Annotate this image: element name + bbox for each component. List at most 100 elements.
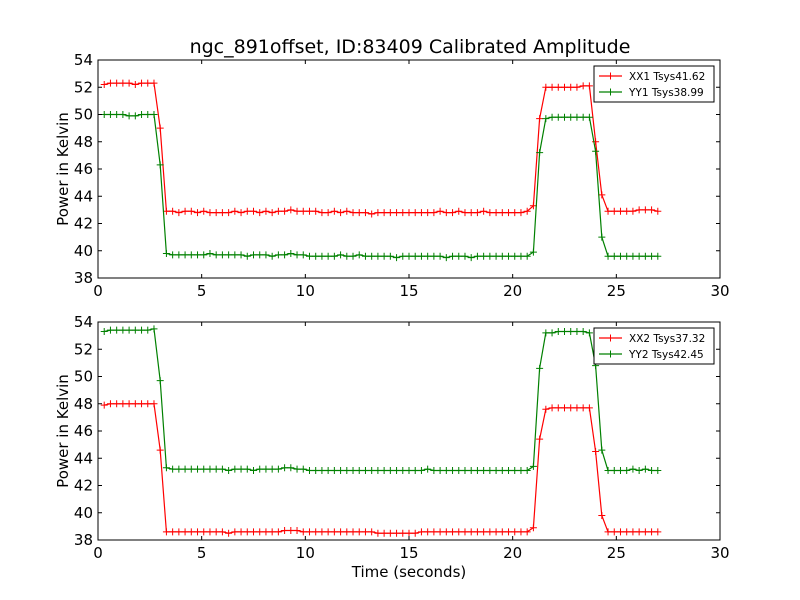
data-point-marker [480, 528, 488, 536]
y-axis-label: Power in Kelvin [54, 112, 72, 226]
data-point-marker [312, 467, 320, 475]
y-tick-label: 42 [74, 215, 93, 233]
data-point-marker [243, 528, 251, 536]
data-point-marker [592, 147, 600, 155]
data-point-marker [430, 252, 438, 260]
subplot-1: 0 5 10 15 20 25 30 38 40 42 44 46 48 50 52 54 Power in K… [54, 51, 730, 300]
data-point-marker [212, 209, 220, 217]
data-point-marker [436, 467, 444, 475]
data-point-marker [548, 83, 556, 91]
data-point-marker [393, 209, 401, 217]
data-point-marker [573, 404, 581, 412]
legend-swatch-marker [607, 334, 614, 342]
data-point-marker [467, 467, 475, 475]
data-point-marker [194, 251, 202, 259]
data-point-marker [567, 83, 575, 91]
data-point-marker [274, 465, 282, 473]
data-point-marker [262, 528, 270, 536]
data-point-marker [349, 252, 357, 260]
y-tick-label: 44 [74, 449, 93, 467]
data-point-marker [150, 79, 158, 87]
data-point-marker [318, 467, 326, 475]
data-point-marker [281, 207, 289, 215]
data-point-marker [256, 528, 264, 536]
data-point-marker [436, 252, 444, 260]
data-point-marker [324, 252, 332, 260]
data-point-marker [455, 252, 463, 260]
subplot-2: 0 5 10 15 20 25 30 38 40 42 44 46 48 50 52 54 Power in K… [54, 313, 730, 581]
data-point-marker [231, 465, 239, 473]
data-point-marker [125, 112, 133, 120]
data-point-marker [100, 401, 108, 409]
data-point-marker [536, 115, 544, 123]
data-point-marker [498, 528, 506, 536]
data-point-marker [231, 207, 239, 215]
data-point-marker [616, 467, 624, 475]
data-point-marker [169, 465, 177, 473]
data-point-marker [436, 528, 444, 536]
data-point-marker [237, 251, 245, 259]
data-point-marker [393, 254, 401, 262]
data-point-marker [343, 252, 351, 260]
data-point-marker [187, 465, 195, 473]
data-point-marker [106, 326, 114, 334]
data-point-marker [399, 467, 407, 475]
y-tick-label: 42 [74, 477, 93, 495]
data-point-marker [449, 252, 457, 260]
data-point-marker [517, 209, 525, 217]
data-point-marker [318, 209, 326, 217]
data-point-marker [243, 465, 251, 473]
data-point-marker [337, 251, 345, 259]
x-tick-label: 0 [93, 282, 103, 300]
data-point-marker [442, 209, 450, 217]
data-point-marker [262, 465, 270, 473]
data-point-marker [250, 528, 257, 536]
data-point-marker [119, 111, 127, 118]
legend-swatch-marker [607, 72, 614, 80]
data-point-marker [430, 528, 438, 536]
data-point-marker [386, 467, 394, 475]
data-point-marker [250, 207, 257, 215]
data-point-marker [361, 252, 369, 260]
data-point-marker [548, 329, 556, 337]
data-point-marker [361, 467, 369, 475]
data-point-marker [200, 465, 208, 473]
data-point-marker [641, 528, 649, 536]
data-point-marker [592, 447, 600, 455]
data-point-marker [536, 149, 544, 157]
data-point-marker [523, 207, 531, 215]
data-point-marker [498, 467, 506, 475]
data-point-marker [293, 251, 301, 259]
data-point-marker [262, 207, 270, 215]
data-point-marker [461, 467, 469, 475]
x-tick-label: 0 [93, 544, 103, 562]
series-1-group [100, 79, 662, 218]
data-point-marker [542, 405, 550, 413]
data-point-marker [343, 467, 351, 475]
data-point-marker [573, 83, 581, 91]
data-point-marker [162, 207, 170, 215]
data-point-marker [380, 209, 388, 217]
data-point-marker [573, 113, 581, 121]
data-point-marker [616, 207, 624, 215]
data-point-marker [169, 528, 177, 536]
data-point-marker [598, 191, 606, 199]
data-point-marker [505, 467, 513, 475]
data-point-marker [386, 209, 394, 217]
data-point-marker [399, 209, 407, 217]
data-point-marker [480, 207, 488, 215]
data-point-marker [218, 465, 226, 473]
data-point-marker [368, 467, 376, 475]
data-point-marker [293, 207, 301, 215]
data-point-marker [125, 400, 133, 408]
data-point-marker [424, 465, 432, 473]
data-point-marker [629, 252, 637, 260]
legend-entry-label: XX1 Tsys41.62 [629, 71, 705, 83]
data-point-marker [368, 210, 376, 218]
data-point-marker [579, 113, 587, 121]
data-point-marker [554, 404, 562, 412]
data-point-marker [305, 207, 313, 215]
data-point-marker [299, 528, 307, 536]
data-point-marker [486, 467, 494, 475]
legend-box [593, 65, 715, 103]
